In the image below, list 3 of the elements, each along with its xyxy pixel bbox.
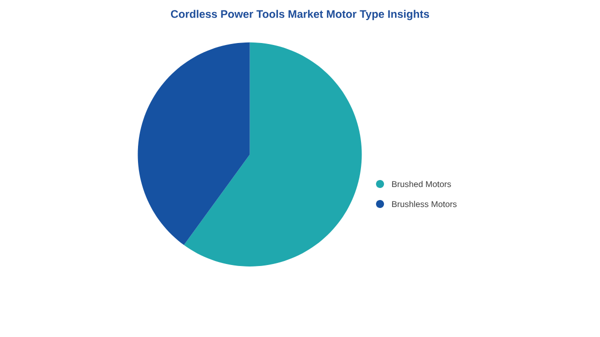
legend-label: Brushed Motors <box>392 180 451 188</box>
legend-label: Brushless Motors <box>392 200 457 208</box>
chart-title: Cordless Power Tools Market Motor Type Insights <box>170 10 430 20</box>
